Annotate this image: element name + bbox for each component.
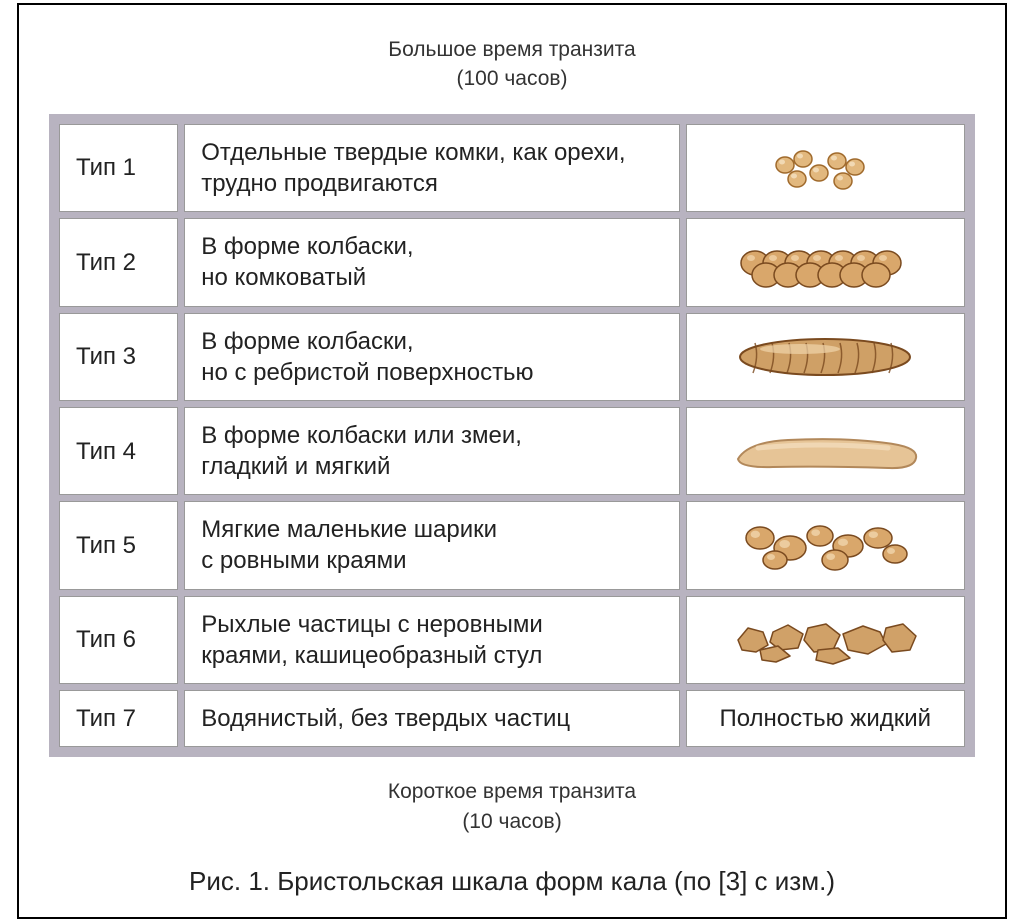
illustration-cell [686, 218, 965, 306]
description-cell: В форме колбаски,но с ребристой поверхно… [184, 313, 679, 401]
type2-illustration-icon [720, 235, 930, 290]
footer-line-2: (10 часов) [462, 810, 561, 833]
description-cell: В форме колбаски,но комковатый [184, 218, 679, 306]
illustration-cell [686, 407, 965, 495]
type-label-cell: Тип 3 [59, 313, 178, 401]
bristol-chart-table: Тип 1Отдельные твердые комки, как орехи,… [49, 114, 975, 757]
type3-illustration-icon [720, 329, 930, 384]
type6-illustration-icon [718, 610, 933, 670]
table-row: Тип 5Мягкие маленькие шарикис ровными кр… [59, 501, 965, 589]
description-cell: Рыхлые частицы с неровнымикраями, кашице… [184, 596, 679, 684]
figure-caption: Рис. 1. Бристольская шкала форм кала (по… [49, 866, 975, 897]
description-cell: Отдельные твердые комки, как орехи, труд… [184, 124, 679, 212]
chart-frame: Большое время транзита (100 часов) Тип 1… [17, 3, 1007, 919]
type-label-cell: Тип 4 [59, 407, 178, 495]
type-label-cell: Тип 1 [59, 124, 178, 212]
illustration-cell [686, 596, 965, 684]
table-row: Тип 7Водянистый, без твердых частицПолно… [59, 690, 965, 747]
illustration-cell: Полностью жидкий [686, 690, 965, 747]
type1-illustration-icon [725, 143, 925, 193]
illustration-cell [686, 124, 965, 212]
header-line-1: Большое время транзита [388, 38, 635, 61]
illustration-cell [686, 313, 965, 401]
header-line-2: (100 часов) [456, 67, 567, 90]
footer-line-1: Короткое время транзита [388, 780, 636, 803]
table-row: Тип 1Отдельные твердые комки, как орехи,… [59, 124, 965, 212]
type4-illustration-icon [718, 424, 933, 479]
description-cell: Водянистый, без твердых частиц [184, 690, 679, 747]
header-text: Большое время транзита (100 часов) [49, 35, 975, 94]
table-row: Тип 4В форме колбаски или змеи,гладкий и… [59, 407, 965, 495]
table-row: Тип 2В форме колбаски,но комковатый [59, 218, 965, 306]
footer-text: Короткое время транзита (10 часов) [49, 777, 975, 836]
description-cell: В форме колбаски или змеи,гладкий и мягк… [184, 407, 679, 495]
table-row: Тип 3В форме колбаски,но с ребристой пов… [59, 313, 965, 401]
illustration-cell [686, 501, 965, 589]
table-row: Тип 6Рыхлые частицы с неровнымикраями, к… [59, 596, 965, 684]
type-label-cell: Тип 2 [59, 218, 178, 306]
type-label-cell: Тип 7 [59, 690, 178, 747]
description-cell: Мягкие маленькие шарикис ровными краями [184, 501, 679, 589]
type5-illustration-icon [720, 518, 930, 573]
type-label-cell: Тип 5 [59, 501, 178, 589]
type-label-cell: Тип 6 [59, 596, 178, 684]
